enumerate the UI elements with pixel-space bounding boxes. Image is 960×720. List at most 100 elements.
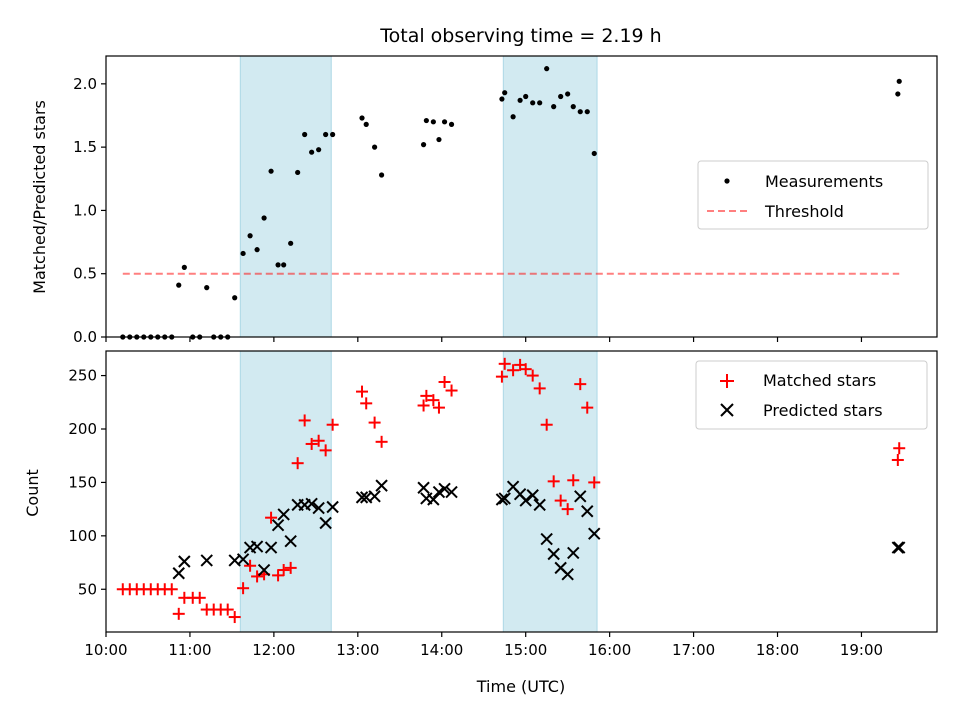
matched-star-point [172, 607, 185, 620]
measurement-point [895, 91, 901, 97]
top-axes-frame [105, 55, 938, 338]
predicted-star-point [326, 500, 339, 514]
bottom-axis-ticks: 50 100 150 200 250 10:00 11:00 12:00 13:00 14:00 1… [68, 367, 883, 659]
measurement-point [295, 169, 301, 176]
matched-star-point [284, 561, 297, 574]
matched-star-point [265, 511, 278, 524]
measurement-point [254, 247, 260, 253]
measurement-point [584, 109, 590, 115]
x-tick-label: 13:00 [336, 641, 379, 659]
matched-star-point [547, 475, 560, 488]
bottom-legend-box [695, 360, 928, 430]
measurement-point [316, 147, 322, 153]
predicted-star-point [375, 479, 388, 492]
matched-star-point [312, 434, 325, 447]
predicted-star-point [305, 497, 318, 510]
matched-star-point [244, 559, 257, 572]
matched-star-point [417, 399, 430, 412]
top-y-tick-label: 0.5 [73, 265, 97, 283]
predicted-star-point [588, 527, 601, 540]
matched-star-point [221, 603, 234, 616]
matched-star-point [272, 569, 285, 582]
measurement-point [309, 149, 315, 155]
measurement-point [281, 262, 287, 268]
measurement-point [499, 96, 505, 102]
bottom-series-layer [116, 357, 906, 624]
matched-star-point [228, 611, 241, 624]
top-shaded-span-1 [502, 55, 598, 338]
measurement-point [530, 100, 536, 106]
measurement-point [430, 119, 436, 125]
measurement-point [565, 91, 571, 97]
measurement-point [551, 104, 557, 110]
predicted-star-point [368, 490, 381, 503]
measurement-point [577, 109, 583, 115]
measurement-point [181, 264, 187, 270]
matched-star-point [375, 435, 388, 448]
measurement-point [359, 115, 365, 121]
bottom-legend: Matched stars Predicted stars [695, 360, 928, 430]
bottom-shaded-span-0 [239, 350, 332, 633]
predicted-star-point [236, 553, 250, 566]
measurement-point [537, 100, 543, 106]
matched-star-point [368, 416, 381, 429]
measurement-point [330, 131, 336, 138]
matched-star-point [298, 414, 311, 427]
matched-star-point [326, 418, 339, 431]
x-tick-label: 14:00 [420, 641, 463, 659]
matched-star-point [193, 591, 206, 604]
predicted-star-point [498, 492, 511, 505]
legend-predicted-marker [720, 403, 734, 417]
top-axis-ticks: 0.0 0.5 1.0 1.5 2.0 [73, 75, 863, 346]
predicted-star-point [893, 541, 906, 554]
top-y-tick-label: 1.5 [73, 138, 97, 156]
measurement-point [261, 215, 267, 221]
predicted-star-point [178, 555, 191, 568]
matched-star-point [533, 382, 546, 395]
bottom-y-tick-label: 150 [68, 473, 97, 491]
legend-measurements-marker [724, 178, 730, 184]
measurement-point [441, 119, 448, 125]
x-tick-label: 17:00 [672, 641, 715, 659]
matched-star-point [305, 437, 318, 450]
measurement-point [247, 233, 253, 239]
predicted-star-point [495, 493, 509, 506]
matched-star-point [277, 564, 290, 577]
predicted-star-point [264, 541, 278, 554]
bottom-y-tick-label: 250 [68, 367, 97, 385]
measurement-point [436, 136, 442, 143]
measurement-point [363, 121, 369, 127]
measurement-point [288, 240, 294, 246]
measurement-point [323, 131, 329, 138]
legend-matched-marker [720, 374, 734, 388]
predicted-star-point [445, 485, 458, 499]
bottom-y-tick-label: 100 [68, 527, 97, 545]
matched-star-point [567, 474, 580, 487]
bottom-shaded-spans [239, 350, 598, 633]
matched-star-point [519, 363, 532, 376]
x-tick-label: 15:00 [504, 641, 547, 659]
measurement-point [232, 295, 238, 301]
measurement-point [423, 117, 429, 124]
x-axis-label: Time (UTC) [476, 677, 565, 696]
top-y-tick-label: 1.0 [73, 201, 97, 219]
figure-title: Total observing time = 2.19 h [379, 25, 661, 47]
predicted-star-point [581, 505, 594, 518]
matched-star-point [495, 370, 508, 383]
predicted-star-point [438, 482, 451, 496]
predicted-star-point [277, 508, 290, 521]
bottom-axes-frame [105, 350, 938, 633]
count-panel: 50 100 150 200 250 10:00 11:00 12:00 13:00 14:00 1… [23, 350, 938, 696]
matched-star-point [893, 442, 906, 455]
measurement-point [240, 250, 246, 257]
measurement-point [372, 144, 378, 150]
measurement-point [268, 168, 274, 174]
matched-star-point [420, 389, 433, 402]
predicted-star-point [355, 491, 369, 504]
matched-star-point [165, 583, 178, 596]
predicted-star-point [417, 481, 430, 494]
matched-star-point [891, 453, 904, 466]
x-tick-label: 12:00 [252, 641, 295, 659]
predicted-star-point [561, 568, 574, 581]
